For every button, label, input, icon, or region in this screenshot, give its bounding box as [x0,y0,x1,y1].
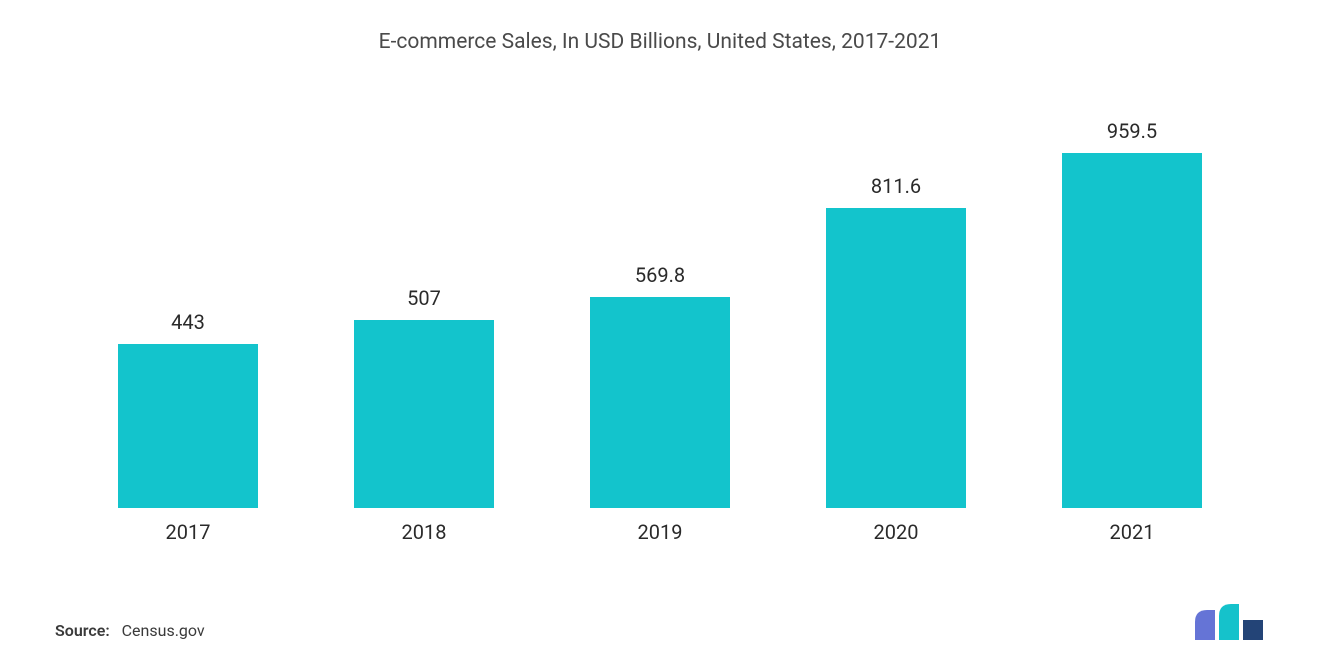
logo-icon [1195,604,1265,640]
plot-area: 443 2017 507 2018 569.8 2019 811.6 2020 … [50,84,1270,544]
bar-rect [354,320,494,508]
bar-category-label: 2020 [874,520,919,544]
bar-group: 569.8 2019 [542,104,778,544]
bar-value-label: 959.5 [1107,119,1157,143]
chart-title: E-commerce Sales, In USD Billions, Unite… [50,30,1270,54]
bar-group: 443 2017 [70,104,306,544]
bar-category-label: 2019 [638,520,683,544]
bar-group: 811.6 2020 [778,104,1014,544]
bar-rect [826,208,966,508]
bar-category-label: 2021 [1110,520,1155,544]
source-text: Source: Census.gov [55,621,205,640]
bar-value-label: 507 [407,286,441,310]
bar-rect [118,344,258,508]
source-label: Source: [55,621,110,640]
bar-group: 959.5 2021 [1014,104,1250,544]
bar-value-label: 811.6 [871,174,921,198]
bar-category-label: 2017 [166,520,211,544]
bar-value-label: 443 [171,310,205,334]
chart-container: E-commerce Sales, In USD Billions, Unite… [0,0,1320,665]
bar-value-label: 569.8 [635,263,685,287]
bar-rect [590,297,730,508]
footer-row: Source: Census.gov [50,604,1270,640]
source-value: Census.gov [122,621,205,640]
bar-rect [1062,153,1202,508]
brand-logo [1195,604,1265,640]
bar-group: 507 2018 [306,104,542,544]
bar-category-label: 2018 [402,520,447,544]
